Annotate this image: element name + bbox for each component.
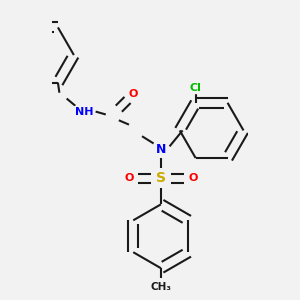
- Text: N: N: [156, 143, 166, 156]
- Text: NH: NH: [75, 106, 93, 117]
- Text: CH₃: CH₃: [150, 282, 171, 292]
- Text: O: O: [188, 173, 197, 183]
- Text: O: O: [129, 89, 138, 99]
- Text: S: S: [156, 171, 166, 185]
- Text: Cl: Cl: [190, 83, 202, 93]
- Text: O: O: [124, 173, 134, 183]
